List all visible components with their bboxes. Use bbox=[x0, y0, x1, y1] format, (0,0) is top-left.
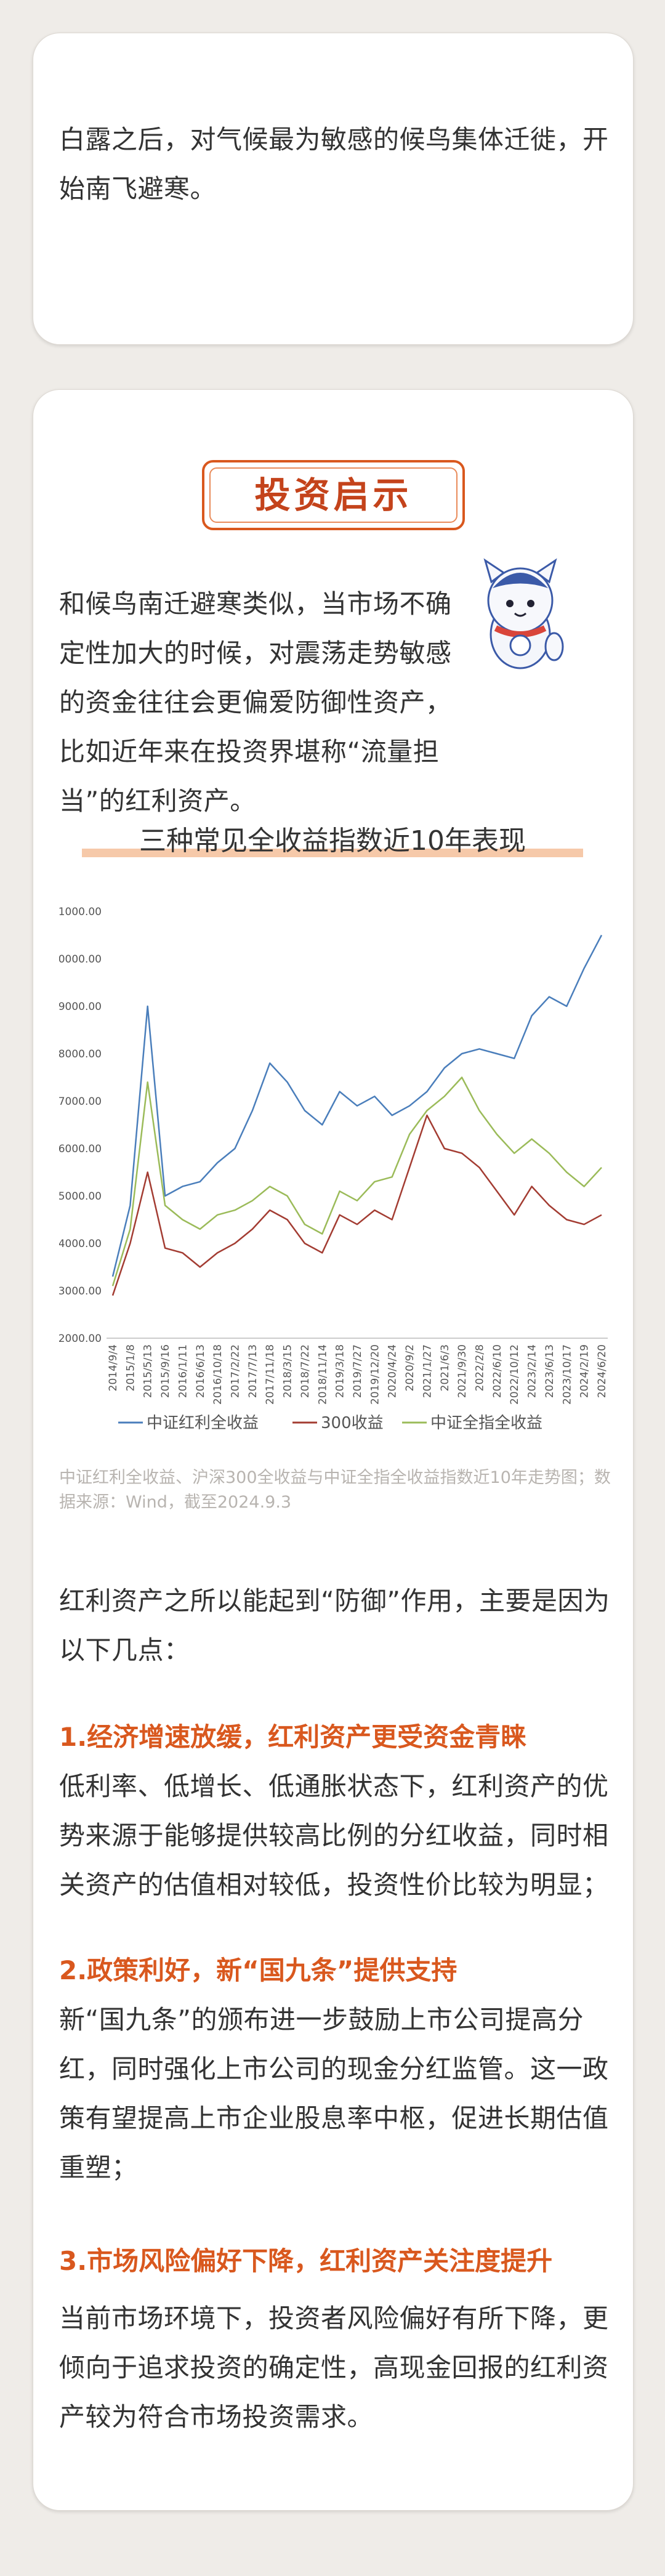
section-card bbox=[33, 389, 634, 2511]
mascot-space bbox=[472, 579, 613, 733]
series-line bbox=[111, 1076, 602, 1286]
x-tick-label: 2017/7/13 bbox=[247, 1344, 259, 1398]
point-heading: 3.市场风险偏好下降，红利资产关注度提升 bbox=[59, 2246, 553, 2276]
legend-label: 中证全指全收益 bbox=[430, 1414, 542, 1432]
x-tick-label: 2022/6/10 bbox=[491, 1344, 504, 1398]
y-tick-label: 10000.00 bbox=[59, 953, 102, 966]
point-heading: 2.政策利好，新“国九条”提供支持 bbox=[59, 1955, 457, 1985]
x-tick-label: 2023/6/13 bbox=[544, 1344, 556, 1398]
x-tick-label: 2019/7/27 bbox=[352, 1344, 364, 1398]
x-tick-label: 2014/9/4 bbox=[107, 1344, 119, 1391]
x-tick-label: 2022/10/12 bbox=[509, 1344, 521, 1405]
y-tick-label: 5000.00 bbox=[59, 1190, 102, 1203]
y-tick-label: 7000.00 bbox=[59, 1096, 102, 1108]
x-tick-label: 2016/6/13 bbox=[195, 1344, 207, 1398]
y-tick-label: 9000.00 bbox=[59, 1001, 102, 1013]
x-tick-label: 2018/3/15 bbox=[282, 1344, 294, 1398]
x-tick-label: 2020/4/24 bbox=[387, 1344, 399, 1398]
legend-label: 中证红利全收益 bbox=[147, 1414, 259, 1432]
x-tick-label: 2021/6/3 bbox=[439, 1344, 451, 1391]
intro-text: 白露之后，对气候最为敏感的候鸟集体迁徙，开始南飞避寒。 bbox=[59, 124, 609, 204]
y-tick-label: 11000.00 bbox=[59, 906, 102, 918]
x-tick-label: 2023/10/17 bbox=[561, 1344, 573, 1405]
mascot bbox=[483, 558, 564, 669]
x-tick-label: 2024/6/20 bbox=[596, 1344, 608, 1398]
lead-text: 红利资产之所以能起到“防御”作用，主要是因为以下几点： bbox=[59, 1586, 610, 1665]
series-line bbox=[111, 934, 603, 1277]
x-tick-label: 2022/2/8 bbox=[474, 1344, 486, 1391]
x-tick-label: 2015/1/8 bbox=[124, 1344, 137, 1391]
y-tick-label: 8000.00 bbox=[59, 1048, 102, 1060]
chart-title: 三种常见全收益指数近10年表现 bbox=[139, 825, 526, 857]
point-text: 新“国九条”的颁布进一步鼓励上市公司提高分红，同时强化上市公司的现金分红监管。这… bbox=[59, 2005, 609, 2182]
x-tick-label: 2019/3/18 bbox=[334, 1344, 347, 1398]
x-tick-label: 2016/1/11 bbox=[177, 1344, 189, 1398]
point-heading: 1.经济增速放缓，红利资产更受资金青睐 bbox=[59, 1722, 527, 1752]
y-tick-label: 3000.00 bbox=[59, 1285, 102, 1298]
x-tick-label: 2015/5/13 bbox=[142, 1344, 155, 1398]
x-tick-label: 2021/9/30 bbox=[456, 1344, 469, 1398]
chart-caption: 中证红利全收益、沪深300全收益与中证全指全收益指数近10年走势图；数据来源：W… bbox=[59, 1468, 611, 1512]
section-paragraph: 和候鸟南迁避寒类似，当市场不确定性加大的时候，对震荡走势敏感的资金往往会更偏爱防… bbox=[59, 589, 452, 816]
x-tick-label: 2021/1/27 bbox=[421, 1344, 433, 1398]
x-tick-label: 2018/11/14 bbox=[316, 1344, 329, 1405]
y-tick-label: 6000.00 bbox=[59, 1143, 102, 1155]
point-text: 低利率、低增长、低通胀状态下，红利资产的优势来源于能够提供较高比例的分红收益，同… bbox=[59, 1771, 609, 1900]
x-tick-label: 2018/7/22 bbox=[299, 1344, 312, 1398]
intro-card bbox=[33, 33, 634, 345]
x-tick-label: 2020/9/2 bbox=[404, 1344, 416, 1391]
x-tick-label: 2024/2/19 bbox=[579, 1344, 591, 1398]
badge: 投资启示 bbox=[202, 460, 465, 530]
y-tick-label: 4000.00 bbox=[59, 1238, 102, 1250]
chart: 2000.00 3000.00 4000.00 5000.00 6000.00 7000.… bbox=[59, 906, 608, 1432]
point-text: 当前市场环境下，投资者风险偏好有所下降，更倾向于追求投资的确定性，高现金回报的红… bbox=[59, 2303, 609, 2432]
y-tick-label: 2000.00 bbox=[59, 1333, 102, 1345]
x-tick-label: 2017/2/22 bbox=[230, 1344, 242, 1398]
x-tick-label: 2017/11/18 bbox=[264, 1344, 276, 1405]
series-line bbox=[111, 1114, 602, 1296]
title-highlight bbox=[82, 849, 583, 857]
x-tick-label: 2023/2/14 bbox=[526, 1344, 539, 1398]
legend-label: 300收益 bbox=[321, 1414, 384, 1432]
intro-paragraph-box: 和候鸟南迁避寒类似，当市场不确定性加大的时候，对震荡走势敏感的资金往往会更偏爱防… bbox=[59, 579, 613, 826]
badge-text: 投资启示 bbox=[254, 474, 413, 516]
x-tick-label: 2016/10/18 bbox=[212, 1344, 224, 1405]
x-tick-label: 2019/12/20 bbox=[369, 1344, 381, 1405]
x-tick-label: 2015/9/16 bbox=[159, 1344, 172, 1398]
